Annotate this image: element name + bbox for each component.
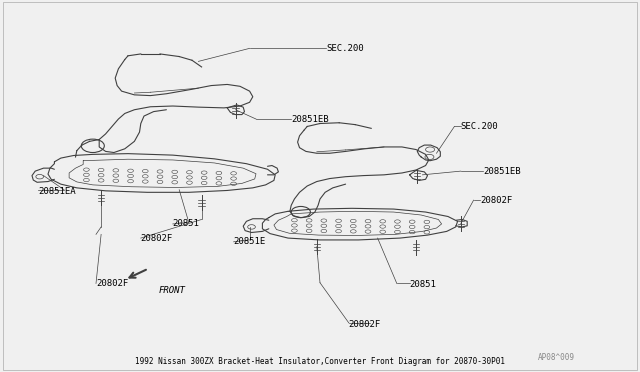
Text: 20851EB: 20851EB (291, 115, 329, 124)
Text: 20802F: 20802F (480, 196, 512, 205)
Text: SEC.200: SEC.200 (326, 44, 364, 53)
Text: 20851E: 20851E (234, 237, 266, 246)
Text: FRONT: FRONT (159, 286, 186, 295)
Text: 20802F: 20802F (349, 320, 381, 329)
Text: AP08^009: AP08^009 (538, 353, 575, 362)
Text: 20851EB: 20851EB (483, 167, 521, 176)
Text: 1992 Nissan 300ZX Bracket-Heat Insulator,Converter Front Diagram for 20870-30P01: 1992 Nissan 300ZX Bracket-Heat Insulator… (135, 357, 505, 366)
Text: 20802F: 20802F (96, 279, 128, 288)
Text: 20851: 20851 (173, 219, 200, 228)
Text: 20851EA: 20851EA (38, 187, 76, 196)
Text: 20851: 20851 (410, 280, 436, 289)
Text: SEC.200: SEC.200 (461, 122, 499, 131)
Text: 20802F: 20802F (141, 234, 173, 243)
